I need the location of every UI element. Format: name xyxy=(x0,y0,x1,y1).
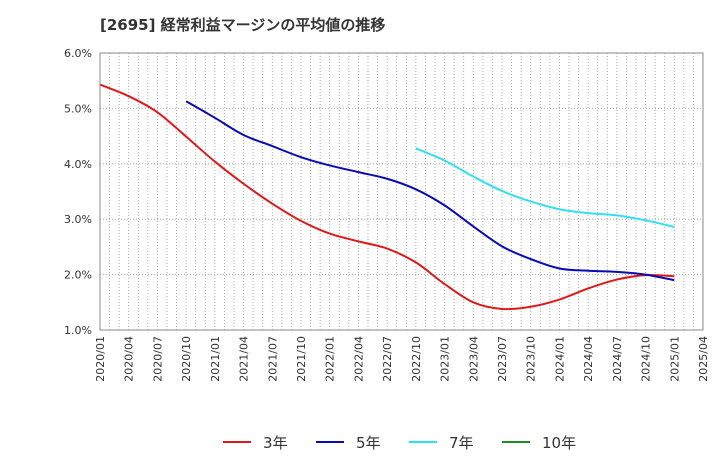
y-tick-label: 5.0% xyxy=(64,102,92,115)
x-tick-label: 2020/01 xyxy=(94,336,107,382)
series-line-0 xyxy=(99,83,675,311)
y-axis-ticks: 1.0% 2.0% 3.0% 4.0% 5.0% 6.0% xyxy=(64,47,92,337)
series-lines xyxy=(99,83,675,311)
x-tick-label: 2022/04 xyxy=(352,336,365,382)
grid xyxy=(100,53,703,330)
x-tick-label: 2024/04 xyxy=(582,336,595,382)
x-tick-label: 2021/04 xyxy=(238,336,251,382)
x-tick-label: 2022/01 xyxy=(324,336,337,382)
legend-item: 7年 xyxy=(409,430,474,454)
x-tick-label: 2020/07 xyxy=(151,336,164,382)
legend-label: 3年 xyxy=(263,433,288,452)
x-tick-label: 2024/07 xyxy=(611,336,624,382)
legend-item: 5年 xyxy=(316,430,381,454)
plot-frame xyxy=(99,52,704,331)
legend-swatch xyxy=(502,441,530,443)
legend-item: 10年 xyxy=(502,430,576,454)
chart-title: [2695] 経常利益マージンの平均値の推移 xyxy=(100,16,386,34)
x-tick-label: 2024/01 xyxy=(553,336,566,382)
legend-swatch xyxy=(223,441,251,443)
y-tick-label: 4.0% xyxy=(64,158,92,171)
line-chart: 1.0%2.0%3.0%4.0%5.0%6.0% 2020/01 2020/04 2… xyxy=(64,47,710,382)
x-tick-label: 2020/10 xyxy=(180,336,193,382)
x-tick-label: 2023/01 xyxy=(439,336,452,382)
legend-swatch xyxy=(409,441,437,443)
x-tick-label: 2022/07 xyxy=(381,336,394,382)
x-tick-label: 2021/10 xyxy=(295,336,308,382)
legend-label: 7年 xyxy=(449,433,474,452)
x-tick-label: 2021/07 xyxy=(266,336,279,382)
x-tick-label: 2023/04 xyxy=(467,336,480,382)
legend: 3年 5年 7年 10年 xyxy=(0,430,720,460)
series-line-2 xyxy=(415,147,675,228)
x-tick-label: 2025/04 xyxy=(697,336,710,382)
legend-item: 3年 xyxy=(223,430,288,454)
y-tick-label: 6.0% xyxy=(64,47,92,60)
legend-label: 10年 xyxy=(542,433,577,452)
legend-swatch xyxy=(316,441,344,443)
series-line-1 xyxy=(185,100,675,282)
y-tick-label: 2.0% xyxy=(64,269,92,282)
y-tick-label: 1.0% xyxy=(64,324,92,337)
x-tick-label: 2023/07 xyxy=(496,336,509,382)
x-tick-label: 2025/01 xyxy=(668,336,681,382)
x-tick-label: 2020/04 xyxy=(123,336,136,382)
x-tick-label: 2021/01 xyxy=(209,336,222,382)
x-tick-label: 2022/10 xyxy=(410,336,423,382)
x-tick-label: 2023/10 xyxy=(525,336,538,382)
x-tick-label: 2024/10 xyxy=(640,336,653,382)
legend-label: 5年 xyxy=(356,433,381,452)
y-tick-label: 3.0% xyxy=(64,213,92,226)
x-axis-ticks: 2020/01 2020/04 2020/07 2020/10 2021/01 2021/… xyxy=(94,336,710,382)
